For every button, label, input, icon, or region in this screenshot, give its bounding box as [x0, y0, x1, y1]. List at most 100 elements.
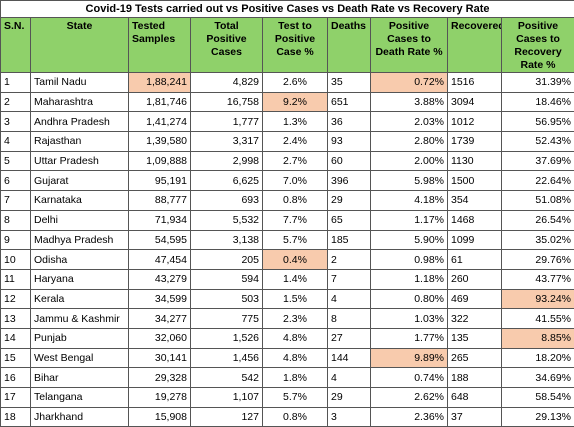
table-cell: 185 [328, 230, 371, 250]
table-cell: 43.77% [502, 269, 574, 289]
table-cell: 6,625 [191, 171, 263, 191]
table-cell: 7 [1, 191, 31, 211]
table-cell: 1099 [448, 230, 502, 250]
table-cell: 22.64% [502, 171, 574, 191]
table-cell: 5.90% [371, 230, 448, 250]
table-cell: Tamil Nadu [31, 73, 129, 93]
table-cell: 12 [1, 289, 31, 309]
table-cell: Jharkhand [31, 407, 129, 427]
table-cell: 4 [328, 368, 371, 388]
table-cell: 7.0% [263, 171, 328, 191]
table-cell: 1.5% [263, 289, 328, 309]
table-cell: 1,777 [191, 112, 263, 132]
table-cell: 135 [448, 328, 502, 348]
table-cell: 60 [328, 151, 371, 171]
table-cell: 88,777 [129, 191, 191, 211]
table-cell: 5,532 [191, 210, 263, 230]
table-cell: 2.36% [371, 407, 448, 427]
table-cell: 29 [328, 191, 371, 211]
table-cell: 1739 [448, 132, 502, 152]
table-cell: 1,526 [191, 328, 263, 348]
table-cell: 1500 [448, 171, 502, 191]
table-cell: 34.69% [502, 368, 574, 388]
table-cell: 3,317 [191, 132, 263, 152]
table-cell: 35 [328, 73, 371, 93]
table-cell: 265 [448, 348, 502, 368]
table-cell: Maharashtra [31, 92, 129, 112]
table-cell: 1468 [448, 210, 502, 230]
table-cell: 58.54% [502, 388, 574, 408]
table-cell: 3094 [448, 92, 502, 112]
column-header: State [31, 18, 129, 73]
table-cell: 0.72% [371, 73, 448, 93]
table-cell: 0.98% [371, 250, 448, 270]
table-cell: 503 [191, 289, 263, 309]
table-cell: 7.7% [263, 210, 328, 230]
table-cell: 354 [448, 191, 502, 211]
table-cell: 4.8% [263, 348, 328, 368]
table-cell: 144 [328, 348, 371, 368]
table-cell: 1 [1, 73, 31, 93]
table-cell: 34,277 [129, 309, 191, 329]
table-cell: 8 [328, 309, 371, 329]
table-cell: 10 [1, 250, 31, 270]
table-cell: 30,141 [129, 348, 191, 368]
table-cell: 5 [1, 151, 31, 171]
table-cell: 18.20% [502, 348, 574, 368]
table-cell: 31.39% [502, 73, 574, 93]
table-cell: 2.00% [371, 151, 448, 171]
table-cell: 41.55% [502, 309, 574, 329]
table-cell: 14 [1, 328, 31, 348]
table-cell: 8.85% [502, 328, 574, 348]
table-cell: 51.08% [502, 191, 574, 211]
table-cell: 8 [1, 210, 31, 230]
table-cell: 651 [328, 92, 371, 112]
column-header: Positive Cases to Recovery Rate % [502, 18, 574, 73]
table-cell: 37 [448, 407, 502, 427]
table-cell: 127 [191, 407, 263, 427]
table-cell: 648 [448, 388, 502, 408]
table-cell: 5.7% [263, 230, 328, 250]
table-cell: 1,41,274 [129, 112, 191, 132]
table-cell: 71,934 [129, 210, 191, 230]
table-cell: Telangana [31, 388, 129, 408]
table-cell: 34,599 [129, 289, 191, 309]
table-cell: 13 [1, 309, 31, 329]
table-cell: 52.43% [502, 132, 574, 152]
column-header: Deaths [328, 18, 371, 73]
table-cell: 47,454 [129, 250, 191, 270]
table-cell: 260 [448, 269, 502, 289]
table-cell: Karnataka [31, 191, 129, 211]
column-header: Total Positive Cases [191, 18, 263, 73]
table-cell: 1,39,580 [129, 132, 191, 152]
table-cell: Bihar [31, 368, 129, 388]
table-cell: 1.3% [263, 112, 328, 132]
table-cell: 1,09,888 [129, 151, 191, 171]
table-title: Covid-19 Tests carried out vs Positive C… [1, 1, 574, 18]
table-cell: 322 [448, 309, 502, 329]
table-cell: 4.18% [371, 191, 448, 211]
table-cell: 32,060 [129, 328, 191, 348]
table-cell: Kerala [31, 289, 129, 309]
table-cell: 65 [328, 210, 371, 230]
table-cell: 1,107 [191, 388, 263, 408]
table-cell: 396 [328, 171, 371, 191]
table-cell: 1.17% [371, 210, 448, 230]
table-cell: 1.8% [263, 368, 328, 388]
table-cell: 693 [191, 191, 263, 211]
table-cell: 1.4% [263, 269, 328, 289]
table-cell: 0.8% [263, 191, 328, 211]
table-cell: 2 [1, 92, 31, 112]
table-cell: 27 [328, 328, 371, 348]
